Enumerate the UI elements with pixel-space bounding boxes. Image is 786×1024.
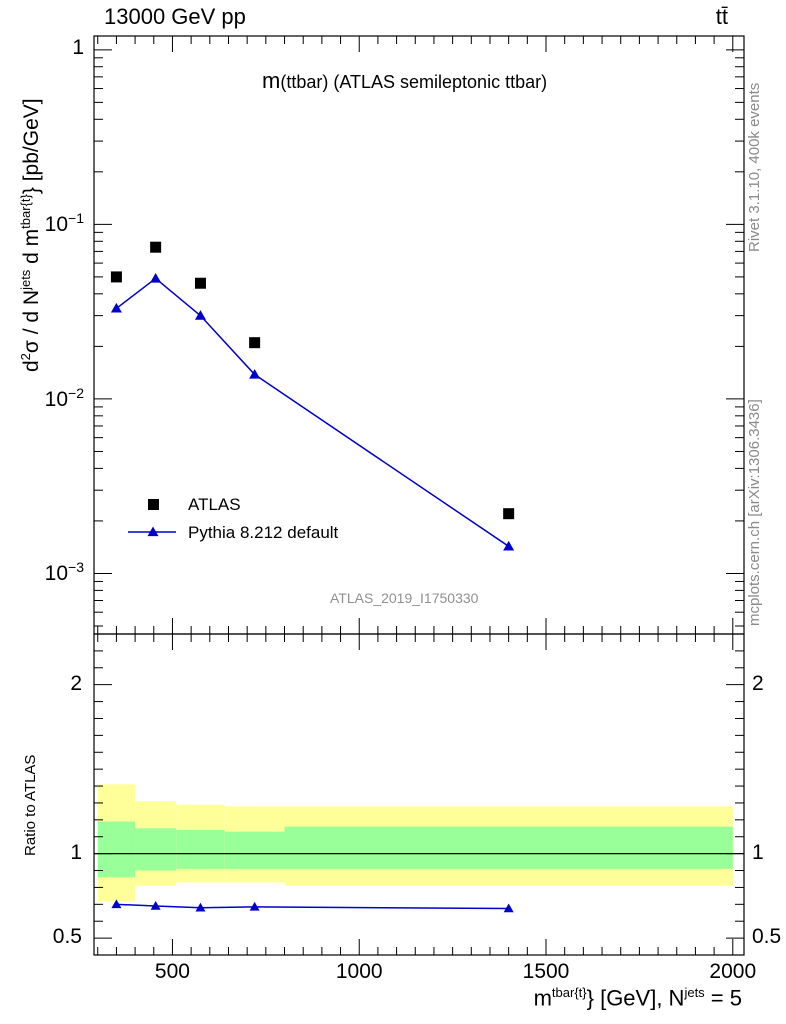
ratio-band-inner-2	[176, 829, 225, 869]
x-axis-label: mtbar{t}} [GeV], Njets = 5	[533, 985, 742, 1011]
ratio-band-inner-1	[135, 828, 177, 871]
legend-entry-pythia: Pythia 8.212 default	[188, 523, 339, 542]
pythia-point-4	[503, 540, 515, 551]
atlas-point-2	[194, 277, 206, 289]
mcplots-label: mcplots.cern.ch [arXiv:1306.3436]	[746, 399, 763, 626]
pythia-point-2	[194, 310, 206, 320]
ratio-point-3	[249, 901, 260, 911]
y-tick-label-main-0: 1	[72, 35, 84, 59]
y-tick-label-main-2: 10−2	[44, 384, 84, 411]
ratio-band-inner-0	[97, 821, 136, 878]
data-marks	[110, 241, 515, 913]
ratio-point-4	[503, 903, 514, 913]
legend-marker-pythia	[147, 526, 159, 537]
y-tick-label-ratio-right-0.5: 0.5	[752, 925, 782, 949]
pythia-line	[115, 277, 510, 547]
atlas-point-0	[110, 271, 122, 283]
ratio-point-2	[195, 902, 206, 912]
y-tick-label-ratio-left-2: 2	[70, 671, 82, 695]
y-tick-label-main-3: 10−3	[44, 559, 84, 586]
y-tick-label-ratio-right-2: 2	[752, 671, 764, 695]
atlas-point-1	[150, 241, 162, 253]
x-tick-label-500: 500	[154, 960, 190, 983]
pythia-point-0	[110, 302, 122, 313]
plot-title: m(ttbar) (ATLAS semileptonic ttbar)	[262, 68, 547, 94]
ratio-point-1	[150, 901, 161, 910]
ratio-band-inner-4	[284, 826, 733, 869]
x-tick-label-1000: 1000	[335, 960, 383, 983]
ratio-band-inner-3	[224, 831, 285, 869]
x-tick-label-1500: 1500	[522, 960, 570, 983]
rivet-label: Rivet 3.1.10, 400k events	[746, 82, 763, 252]
energy-label: 13000 GeV pp	[104, 4, 246, 29]
x-tick-label-2000: 2000	[709, 960, 757, 983]
legend-marker-atlas	[148, 499, 159, 510]
ratio-line	[116, 903, 509, 910]
atlas-point-3	[249, 337, 261, 349]
axis-ticks	[94, 36, 744, 956]
pythia-point-3	[249, 369, 261, 379]
pythia-point-1	[150, 272, 162, 283]
y-tick-label-ratio-right-1: 1	[752, 840, 764, 864]
ratio-point-0	[111, 899, 122, 909]
y-tick-label-ratio-left-0.5: 0.5	[52, 925, 82, 949]
plot-title-rest: (ttbar) (ATLAS semileptonic ttbar)	[280, 72, 548, 92]
y-tick-label-main-1: 10−1	[44, 210, 84, 237]
legend-entry-atlas: ATLAS	[188, 495, 241, 514]
plot-title-main: m	[262, 68, 281, 93]
ratio-y-axis-label: Ratio to ATLAS	[22, 754, 39, 856]
main-panel-frame	[93, 35, 745, 635]
ratio-uncertainty-bands	[94, 784, 744, 901]
main-y-axis-label: d2σ / d Njets d mtbar{t}} [pb/GeV]	[18, 98, 43, 372]
process-label: tt̄	[715, 4, 728, 29]
y-tick-label-ratio-left-1: 1	[70, 840, 82, 864]
ratio-panel-frame	[93, 633, 745, 956]
atlas-point-4	[503, 508, 515, 520]
analysis-id: ATLAS_2019_I1750330	[330, 590, 479, 606]
